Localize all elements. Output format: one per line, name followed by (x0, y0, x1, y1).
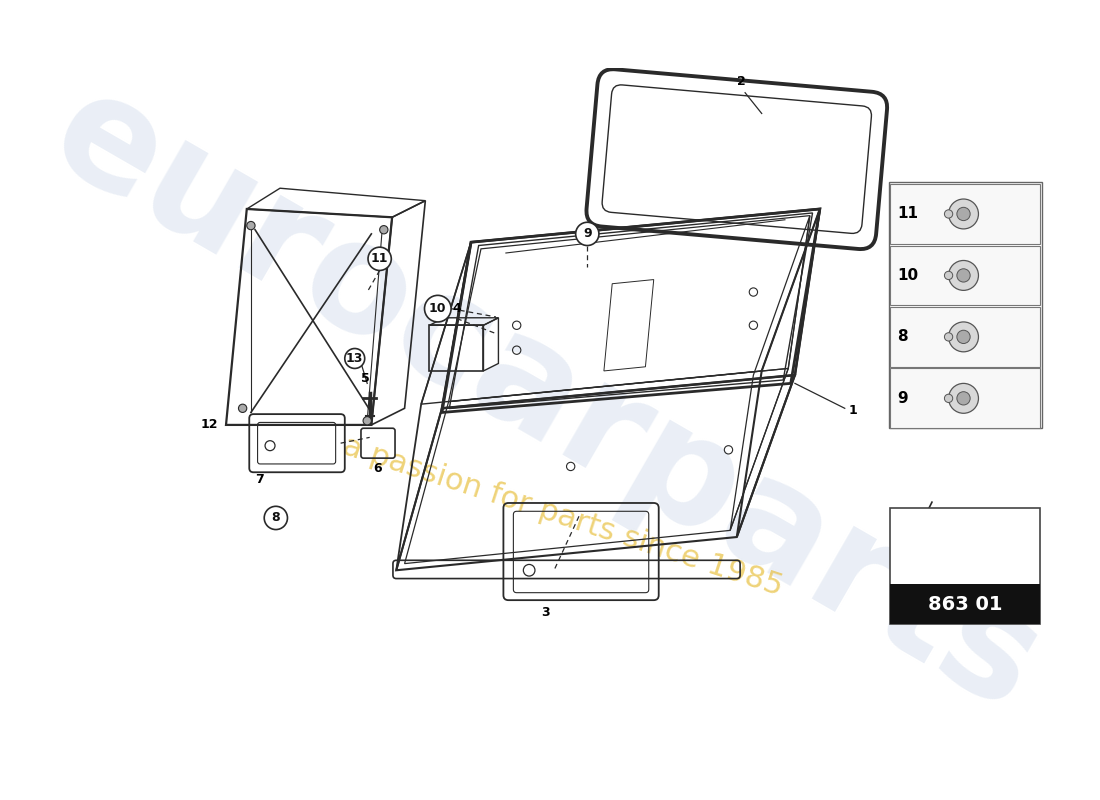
Circle shape (948, 261, 979, 290)
Polygon shape (936, 524, 990, 538)
Circle shape (344, 349, 365, 369)
Polygon shape (927, 544, 994, 552)
Circle shape (368, 247, 392, 270)
Text: 10: 10 (429, 302, 447, 315)
Circle shape (264, 506, 287, 530)
Bar (890, 246, 1040, 306)
Circle shape (957, 269, 970, 282)
Circle shape (246, 222, 255, 230)
Circle shape (948, 199, 979, 229)
Text: 7: 7 (255, 473, 264, 486)
Bar (889, 182, 1042, 428)
Text: a passion for parts since 1985: a passion for parts since 1985 (339, 431, 786, 602)
Circle shape (948, 383, 979, 414)
Circle shape (945, 394, 953, 402)
Text: 5: 5 (361, 372, 370, 385)
Circle shape (379, 226, 388, 234)
Circle shape (957, 330, 970, 343)
Circle shape (363, 417, 372, 425)
Text: 1: 1 (849, 404, 858, 418)
Circle shape (948, 322, 979, 352)
Circle shape (425, 295, 451, 322)
Text: 8: 8 (272, 511, 280, 525)
Circle shape (957, 207, 970, 221)
Circle shape (945, 210, 953, 218)
Text: 8: 8 (898, 330, 907, 344)
Text: 9: 9 (898, 391, 907, 406)
Text: 9: 9 (583, 227, 592, 240)
Bar (890, 508, 1040, 624)
Circle shape (957, 392, 970, 405)
Circle shape (945, 333, 953, 341)
Text: eurocarparts: eurocarparts (26, 57, 1065, 743)
Text: 2: 2 (737, 74, 746, 88)
Circle shape (945, 271, 953, 279)
Text: 13: 13 (346, 352, 363, 365)
Circle shape (575, 222, 598, 246)
Text: 11: 11 (898, 206, 918, 222)
Bar (890, 369, 1040, 428)
Text: 11: 11 (371, 252, 388, 266)
Bar (890, 584, 1040, 624)
Text: 12: 12 (200, 418, 218, 431)
Text: 4: 4 (452, 302, 461, 315)
Bar (890, 184, 1040, 244)
Text: 863 01: 863 01 (928, 595, 1002, 614)
Bar (890, 307, 1040, 366)
Text: 6: 6 (374, 462, 383, 475)
Circle shape (239, 404, 246, 413)
Text: 10: 10 (898, 268, 918, 283)
Text: 3: 3 (541, 606, 550, 619)
